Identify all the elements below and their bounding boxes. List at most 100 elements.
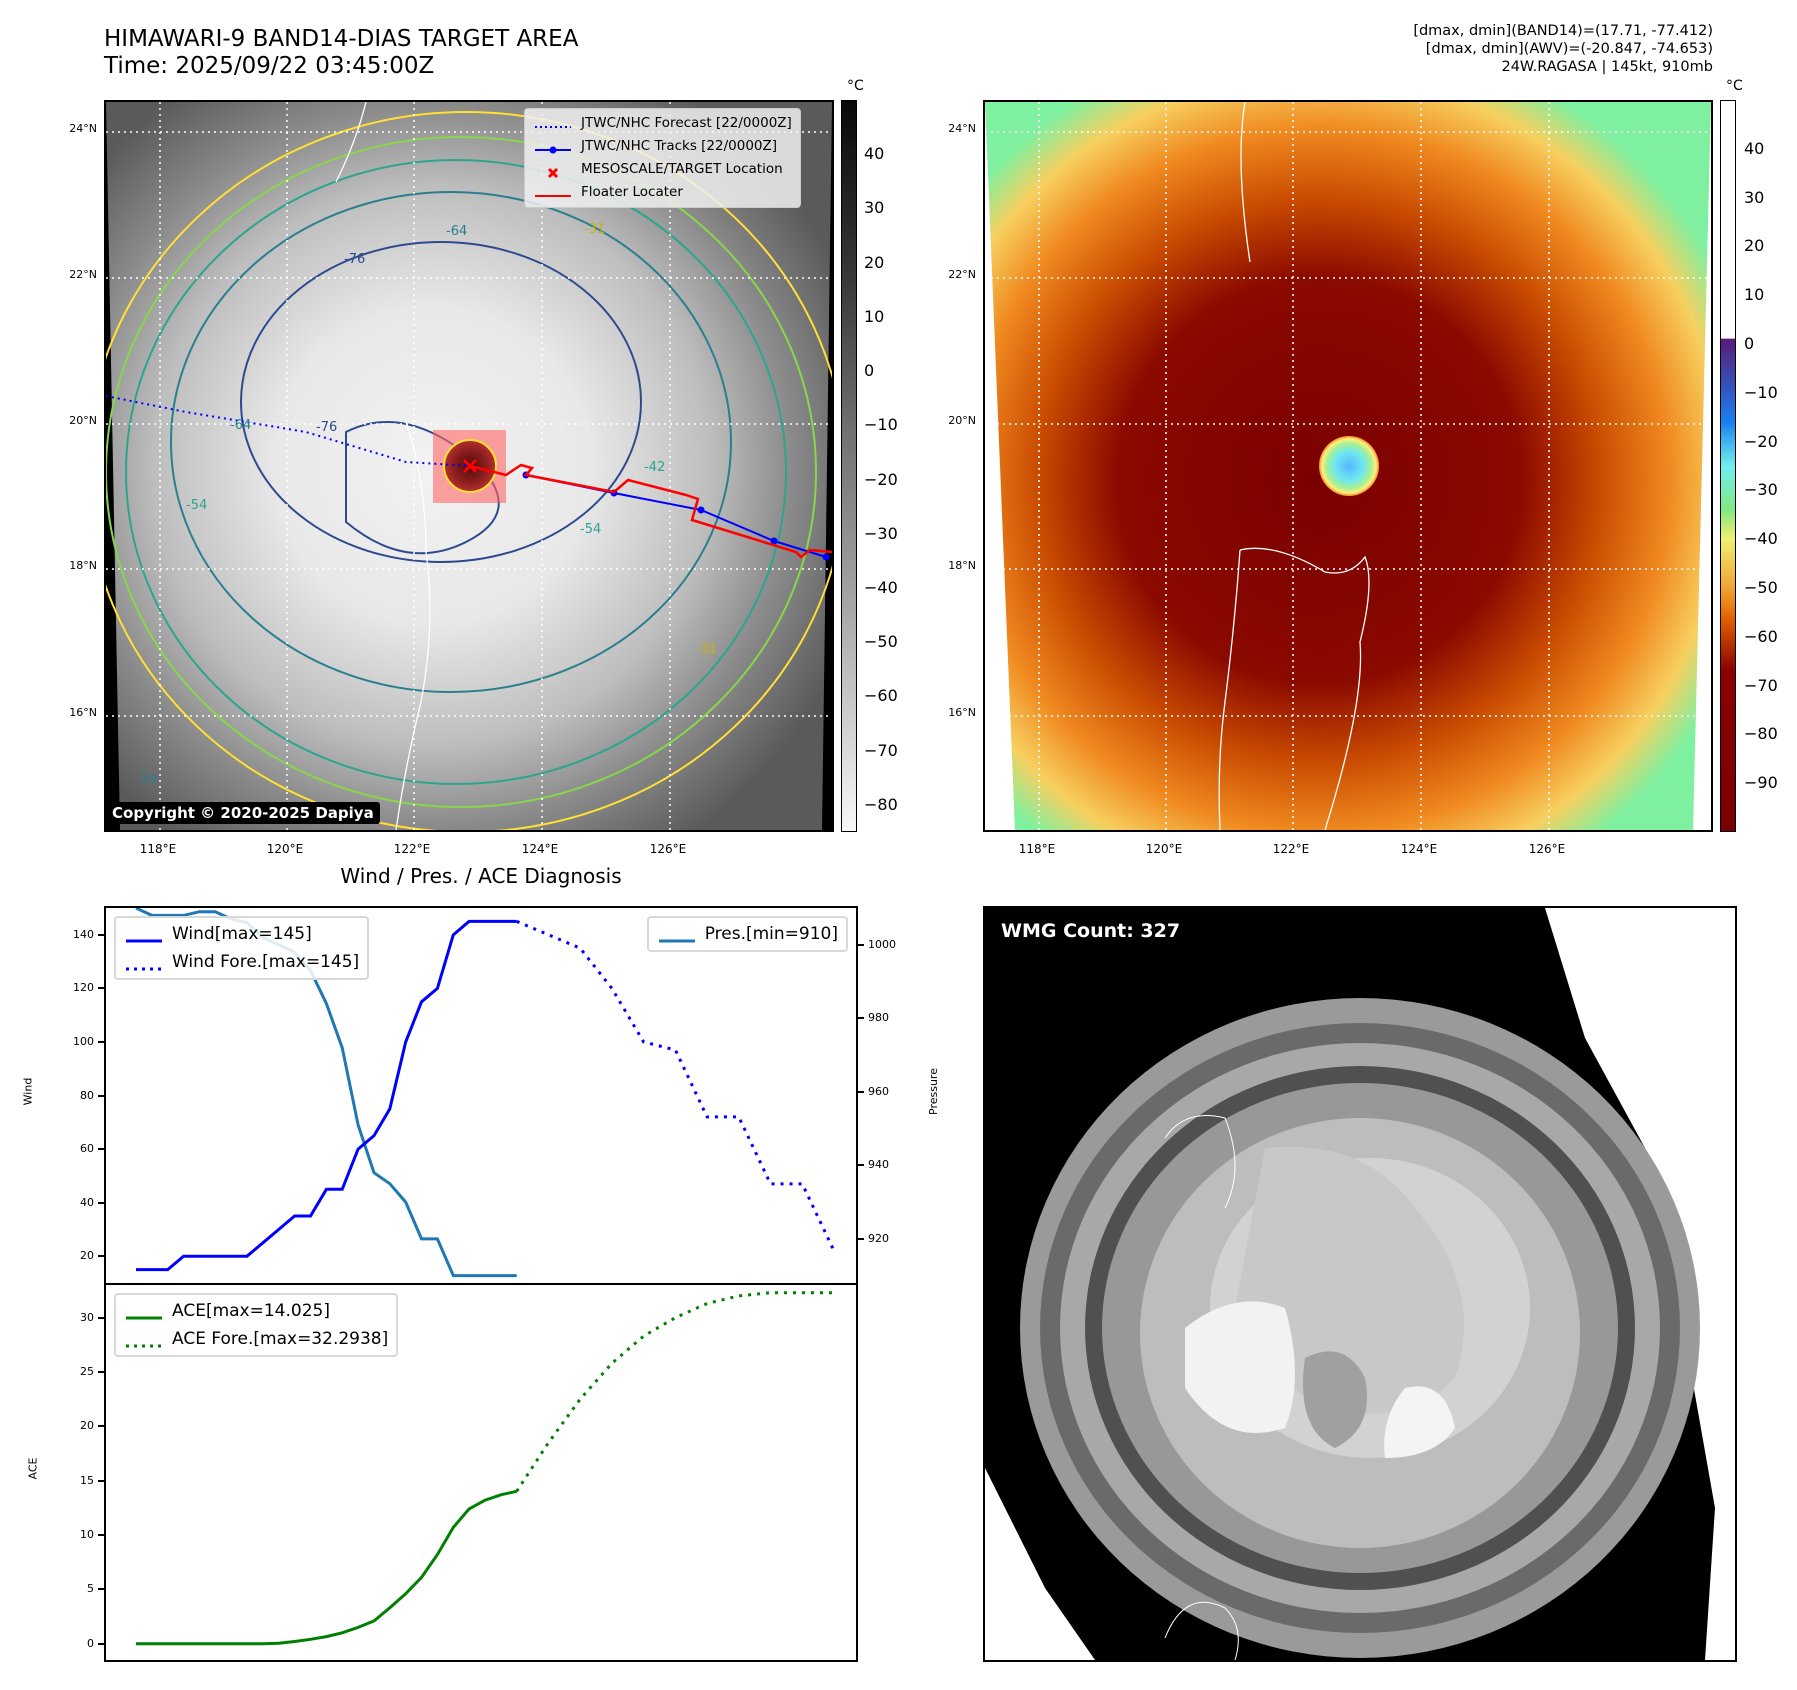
tick-mark [98, 1534, 104, 1536]
ace-forecast-line [515, 1291, 834, 1493]
tick-mark [98, 1094, 104, 1097]
colorbar-tick: 10 [1744, 285, 1765, 305]
stats-header: [dmax, dmin](BAND14)=(17.71, -77.412) [d… [1413, 22, 1713, 76]
wmg-panel: WMG Count: 327 [983, 906, 1737, 1662]
awv-colorbar [1720, 100, 1736, 832]
stats-awv: [dmax, dmin](AWV)=(-20.847, -74.653) [1425, 41, 1713, 57]
tick-label: 30 [80, 1310, 94, 1324]
lat-label: 24°N [69, 122, 97, 135]
legend-label: Wind Fore.[max=145] [172, 952, 360, 972]
colorbar-tick: −20 [864, 469, 898, 489]
tick-label: 1000 [868, 937, 896, 951]
tick-mark [98, 1642, 104, 1645]
tick-label: 60 [80, 1142, 94, 1156]
tick-mark [98, 1370, 104, 1373]
colorbar-tick: −90 [1744, 773, 1778, 793]
contour-label: -54 [186, 498, 208, 513]
colorbar-tick: 20 [1744, 236, 1765, 256]
legend-item-tracks: JTWC/NHC Tracks [22/0000Z] [533, 135, 792, 158]
colorbar-tick: 30 [864, 198, 885, 218]
wind-line [136, 919, 517, 1272]
lat-label: 16°N [69, 706, 97, 719]
dotted-line-icon [533, 118, 573, 130]
lon-label: 126°E [649, 842, 687, 856]
tick-label: 40 [80, 1195, 94, 1209]
tick-mark [98, 933, 104, 936]
colorbar-tick: −30 [864, 523, 898, 543]
tick-label: 15 [80, 1473, 94, 1487]
tick-label: 940 [868, 1158, 889, 1172]
colorbar-unit: °C [1726, 78, 1743, 94]
ace-legend: ACE[max=14.025] ACE Fore.[max=32.2938] [114, 1293, 399, 1357]
legend-label: MESOSCALE/TARGET Location [581, 161, 783, 177]
colorbar-tick: −40 [864, 578, 898, 597]
lon-label: 124°E [521, 842, 559, 856]
tick-mark [98, 987, 104, 990]
legend-label: JTWC/NHC Forecast [22/0000Z] [581, 115, 792, 131]
tick-label: 80 [80, 1088, 94, 1102]
diagnosis-title: Wind / Pres. / ACE Diagnosis [340, 864, 622, 888]
legend-item-target: MESOSCALE/TARGET Location [533, 158, 792, 181]
legend-label: Wind[max=145] [172, 924, 312, 944]
wmg-image [985, 908, 1735, 1661]
lat-label: 16°N [948, 706, 976, 719]
tick-mark [98, 1588, 104, 1591]
wmg-count-label: WMG Count: 327 [1001, 920, 1181, 942]
awv-map [983, 100, 1713, 832]
legend-label: Floater Locater [581, 184, 683, 200]
target-x-marker [462, 458, 478, 474]
legend-item-ace: ACE[max=14.025] [124, 1297, 388, 1325]
title-line-1: HIMAWARI-9 BAND14-DIAS TARGET AREA [104, 26, 579, 52]
forecast-track [106, 395, 471, 467]
legend-label: ACE[max=14.025] [172, 1301, 330, 1321]
wind-axis-label: Wind [21, 1077, 35, 1106]
colorbar-tick: −70 [1744, 675, 1778, 695]
tick-label: 20 [80, 1419, 94, 1433]
colorbar-tick: −50 [864, 632, 898, 652]
pressure-axis-label: Pressure [926, 1068, 940, 1115]
lat-label: 18°N [69, 559, 97, 572]
contour-label: -76 [316, 420, 338, 435]
lat-label: 18°N [948, 559, 976, 572]
solid-line-icon [657, 928, 697, 943]
lon-label: 120°E [266, 842, 304, 856]
colorbar-tick: −40 [1744, 529, 1778, 549]
contour-label: -64 [446, 224, 468, 239]
contour-label: -54 [580, 522, 602, 537]
colorbar-tick: 40 [1744, 138, 1765, 158]
colorbar-tick: 10 [864, 306, 885, 326]
tick-mark [98, 1255, 104, 1258]
tick-mark [98, 1148, 104, 1151]
wind-pressure-chart [135, 908, 836, 1278]
contour-label: -42 [644, 460, 666, 475]
main-title: HIMAWARI-9 BAND14-DIAS TARGET AREA Time: … [104, 26, 578, 80]
floater-locater [469, 463, 832, 559]
ace-panel: ACE[max=14.025] ACE Fore.[max=32.2938] [104, 1283, 858, 1662]
colorbar-tick: −20 [1744, 431, 1778, 451]
lat-label: 22°N [948, 268, 976, 281]
lon-label: 122°E [393, 842, 431, 856]
band14-map: -76 -64 -54 -31 -42 -76 -54 -64 -54 -31 … [104, 100, 834, 832]
copyright-label: Copyright © 2020-2025 Dapiya [106, 802, 380, 824]
colorbar-tick: −70 [864, 740, 898, 760]
tick-label: 100 [73, 1034, 94, 1048]
tick-label: 960 [868, 1084, 889, 1098]
tick-label: 120 [73, 981, 94, 995]
colorbar-tick: 40 [864, 144, 885, 164]
tick-label: 0 [87, 1636, 94, 1650]
lat-label: 20°N [69, 414, 97, 427]
tick-mark [858, 943, 864, 946]
dotted-line-icon [124, 956, 164, 971]
legend-item-floater: Floater Locater [533, 181, 792, 204]
tick-label: 25 [80, 1364, 94, 1378]
band14-colorbar [841, 100, 857, 832]
dotted-line-icon [124, 1333, 164, 1348]
legend-label: ACE Fore.[max=32.2938] [172, 1329, 389, 1349]
tick-mark [858, 1017, 864, 1020]
ace-chart [136, 1291, 834, 1646]
map-legend: JTWC/NHC Forecast [22/0000Z] JTWC/NHC Tr… [524, 108, 801, 208]
tick-label: 920 [868, 1231, 889, 1245]
tick-label: 980 [868, 1011, 889, 1025]
lon-label: 126°E [1528, 842, 1566, 856]
tick-label: 10 [80, 1528, 94, 1541]
